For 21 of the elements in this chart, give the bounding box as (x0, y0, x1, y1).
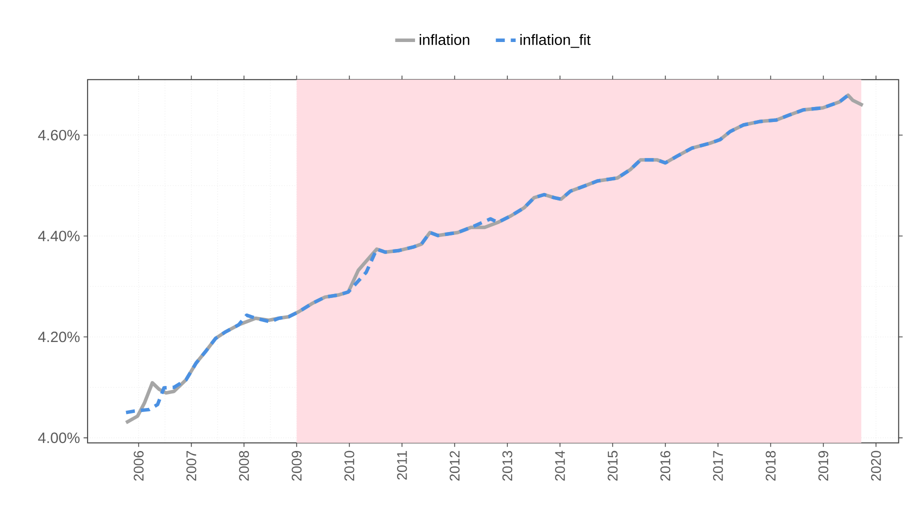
x-tick-label: 2015 (608, 451, 618, 481)
x-tick-label: 2013 (502, 451, 512, 481)
x-tick-label: 2019 (818, 451, 828, 481)
x-tick-label: 2006 (134, 451, 144, 481)
x-tick-label: 2017 (713, 451, 723, 481)
legend-label: inflation (420, 34, 470, 46)
y-tick-label: 4.40% (38, 230, 80, 242)
x-tick-label: 2009 (292, 451, 302, 481)
x-tick-label: 2014 (555, 450, 565, 481)
x-tick-label: 2007 (186, 451, 196, 481)
x-tick-label: 2012 (450, 451, 460, 481)
y-tick-label: 4.20% (38, 332, 80, 342)
x-tick-label: 2016 (660, 451, 670, 481)
x-tick-label: 2018 (766, 451, 776, 481)
x-tick-label: 2010 (344, 451, 354, 481)
legend-label: inflation_fit (520, 34, 591, 48)
y-tick-label: 4.00% (38, 432, 80, 444)
x-tick-label: 2020 (871, 451, 881, 481)
x-tick-label: 2008 (239, 451, 249, 481)
y-tick-label: 4.60% (38, 130, 80, 141)
x-tick-label: 2011 (397, 451, 407, 480)
